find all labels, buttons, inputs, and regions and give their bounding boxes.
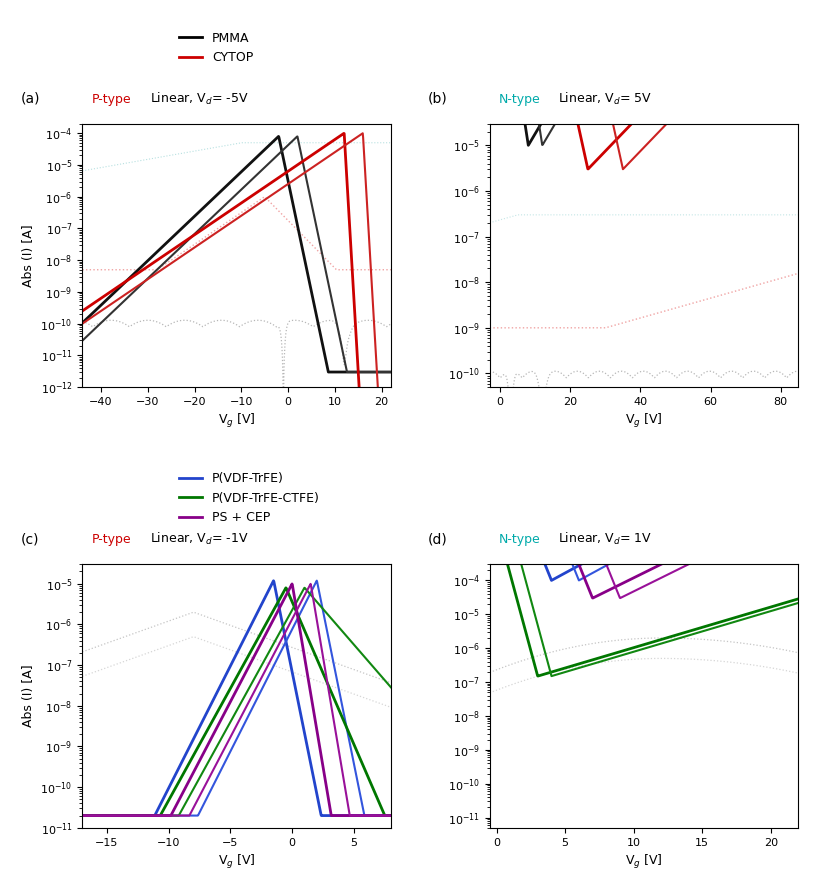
- Text: Linear, V$_d$= -5V: Linear, V$_d$= -5V: [150, 90, 249, 107]
- Text: (b): (b): [428, 92, 448, 105]
- Y-axis label: Abs (I) [A]: Abs (I) [A]: [22, 665, 35, 727]
- X-axis label: V$_g$ [V]: V$_g$ [V]: [625, 413, 663, 430]
- Text: Linear, V$_d$= 1V: Linear, V$_d$= 1V: [557, 531, 652, 548]
- Text: P-type: P-type: [91, 93, 131, 105]
- Text: N-type: N-type: [499, 533, 541, 547]
- Text: Linear, V$_d$= 5V: Linear, V$_d$= 5V: [557, 90, 652, 107]
- Legend: PMMA, CYTOP: PMMA, CYTOP: [174, 27, 258, 69]
- X-axis label: V$_g$ [V]: V$_g$ [V]: [218, 853, 255, 871]
- X-axis label: V$_g$ [V]: V$_g$ [V]: [625, 853, 663, 871]
- Text: (c): (c): [21, 533, 39, 547]
- Text: (a): (a): [21, 92, 40, 105]
- Text: P-type: P-type: [91, 533, 131, 547]
- Text: (d): (d): [428, 533, 448, 547]
- Text: Linear, V$_d$= -1V: Linear, V$_d$= -1V: [150, 531, 249, 548]
- Y-axis label: Abs (I) [A]: Abs (I) [A]: [22, 224, 35, 286]
- Legend: P(VDF-TrFE), P(VDF-TrFE-CTFE), PS + CEP: P(VDF-TrFE), P(VDF-TrFE-CTFE), PS + CEP: [174, 468, 325, 529]
- X-axis label: V$_g$ [V]: V$_g$ [V]: [218, 413, 255, 430]
- Text: N-type: N-type: [499, 93, 541, 105]
